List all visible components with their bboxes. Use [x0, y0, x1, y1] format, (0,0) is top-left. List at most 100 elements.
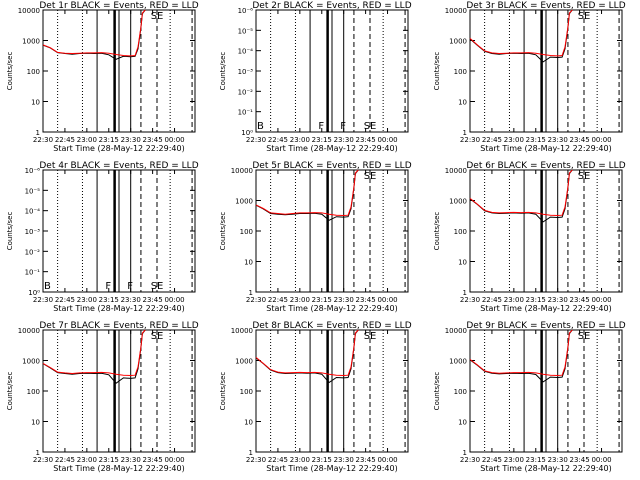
marker-annotation: SE — [578, 11, 591, 22]
y-axis-label: Counts/sec — [433, 52, 441, 91]
y-tick-label: 1 — [249, 289, 253, 297]
y-tick-label: 10000 — [445, 327, 467, 335]
y-tick-label: 10 — [458, 419, 467, 427]
chart-panel-2: Det 2r BLACK = Events, RED = LLD 22:30 22:… — [219, 1, 412, 153]
x-tick-label: 23:30 — [334, 456, 354, 464]
x-tick-label: 22:30 — [33, 296, 53, 304]
x-tick-label: 23:30 — [121, 456, 141, 464]
marker-annotation: SE — [151, 281, 164, 292]
y-tick-label: 10⁻¹ — [238, 109, 254, 117]
x-tick-label: 22:30 — [460, 136, 480, 144]
chart-title: Det 3r BLACK = Events, RED = LLD — [466, 1, 625, 11]
y-tick-label: 1000 — [449, 198, 467, 206]
x-tick-label: 23:45 — [143, 456, 163, 464]
chart-panel-9: Det 9r BLACK = Events, RED = LLD 22:30 22:… — [433, 321, 626, 473]
x-tick-label: 23:45 — [356, 296, 376, 304]
x-tick-label: 23:30 — [334, 296, 354, 304]
x-tick-label: 23:00 — [290, 456, 310, 464]
y-tick-label: 10000 — [445, 167, 467, 175]
lld-series-line — [42, 9, 146, 57]
x-tick-label: 00:00 — [591, 456, 611, 464]
x-tick-label: 23:45 — [570, 296, 590, 304]
x-tick-label: 23:15 — [312, 456, 332, 464]
x-axis-label: Start Time (28-May-12 22:29:40) — [53, 304, 184, 313]
y-tick-label: 10 — [244, 259, 253, 267]
y-tick-label: 1 — [463, 289, 467, 297]
events-series-line — [469, 9, 573, 63]
x-tick-label: 00:00 — [591, 296, 611, 304]
y-tick-label: 10⁻⁵ — [238, 27, 254, 35]
y-tick-label: 10⁻⁴ — [238, 48, 254, 56]
x-tick-label: 23:00 — [77, 456, 97, 464]
y-tick-label: 10⁻¹ — [25, 269, 41, 277]
y-tick-label: 100 — [454, 388, 467, 396]
y-tick-label: 10⁻³ — [25, 228, 41, 236]
y-tick-label: 10⁻³ — [238, 68, 254, 76]
x-axis-label: Start Time (28-May-12 22:29:40) — [480, 304, 611, 313]
y-tick-label: 10000 — [445, 7, 467, 15]
x-tick-label: 22:30 — [33, 136, 53, 144]
x-tick-label: 23:45 — [570, 136, 590, 144]
x-axis-label: Start Time (28-May-12 22:29:40) — [480, 144, 611, 153]
chart-panel-4: Det 4r BLACK = Events, RED = LLD 22:30 22:… — [6, 161, 199, 313]
x-axis-label: Start Time (28-May-12 22:29:40) — [266, 464, 397, 473]
x-tick-label: 00:00 — [164, 136, 184, 144]
chart-title: Det 2r BLACK = Events, RED = LLD — [252, 1, 411, 11]
x-tick-label: 23:30 — [548, 456, 568, 464]
y-tick-label: 1 — [36, 449, 40, 457]
marker-annotation: F — [127, 281, 133, 292]
y-tick-label: 10 — [244, 419, 253, 427]
y-tick-label: 10⁻² — [25, 248, 41, 256]
chart-panel-5: Det 5r BLACK = Events, RED = LLD 22:30 22:… — [219, 161, 412, 313]
x-tick-label: 00:00 — [377, 456, 397, 464]
x-tick-label: 22:45 — [55, 136, 75, 144]
x-axis-label: Start Time (28-May-12 22:29:40) — [480, 464, 611, 473]
marker-annotation: SE — [151, 331, 164, 342]
x-axis-label: Start Time (28-May-12 22:29:40) — [53, 144, 184, 153]
marker-annotation: SE — [364, 121, 377, 132]
chart-panel-7: Det 7r BLACK = Events, RED = LLD 22:30 22:… — [6, 321, 199, 473]
y-tick-label: 100 — [454, 228, 467, 236]
events-series-line — [469, 329, 573, 383]
y-tick-label: 10⁻⁵ — [25, 187, 41, 195]
chart-panel-1: Det 1r BLACK = Events, RED = LLD 22:30 22:… — [6, 1, 199, 153]
marker-annotation: SE — [364, 331, 377, 342]
y-tick-label: 10⁻⁶ — [238, 7, 254, 15]
x-tick-label: 23:00 — [77, 136, 97, 144]
chart-title: Det 4r BLACK = Events, RED = LLD — [39, 161, 198, 171]
chart-title: Det 7r BLACK = Events, RED = LLD — [39, 321, 198, 331]
chart-title: Det 5r BLACK = Events, RED = LLD — [252, 161, 411, 171]
x-tick-label: 22:45 — [268, 296, 288, 304]
y-axis-label: Counts/sec — [6, 212, 14, 251]
events-series-line — [469, 169, 573, 223]
y-tick-label: 10 — [458, 259, 467, 267]
y-axis-label: Counts/sec — [219, 52, 227, 91]
x-tick-label: 22:30 — [246, 136, 266, 144]
lld-series-line — [469, 169, 573, 217]
x-tick-label: 23:00 — [504, 456, 524, 464]
y-axis-label: Counts/sec — [433, 372, 441, 411]
chart-title: Det 1r BLACK = Events, RED = LLD — [39, 1, 198, 11]
y-tick-label: 1000 — [22, 38, 40, 46]
x-tick-label: 00:00 — [591, 136, 611, 144]
x-tick-label: 00:00 — [377, 296, 397, 304]
y-axis-label: Counts/sec — [219, 212, 227, 251]
marker-annotation: SE — [578, 331, 591, 342]
x-tick-label: 23:15 — [99, 296, 119, 304]
y-tick-label: 1 — [36, 129, 40, 137]
y-tick-label: 10⁰ — [28, 289, 40, 297]
x-axis-label: Start Time (28-May-12 22:29:40) — [266, 304, 397, 313]
x-tick-label: 00:00 — [377, 136, 397, 144]
lld-series-line — [255, 169, 359, 217]
x-tick-label: 23:00 — [290, 296, 310, 304]
y-tick-label: 10 — [458, 99, 467, 107]
x-tick-label: 23:15 — [526, 296, 546, 304]
y-tick-label: 1 — [463, 129, 467, 137]
x-tick-label: 22:30 — [246, 296, 266, 304]
y-tick-label: 10⁻⁶ — [25, 167, 41, 175]
marker-annotation: SE — [151, 11, 164, 22]
y-tick-label: 10000 — [231, 167, 253, 175]
lld-series-line — [255, 329, 359, 377]
y-tick-label: 10000 — [18, 7, 40, 15]
y-tick-label: 1000 — [22, 358, 40, 366]
